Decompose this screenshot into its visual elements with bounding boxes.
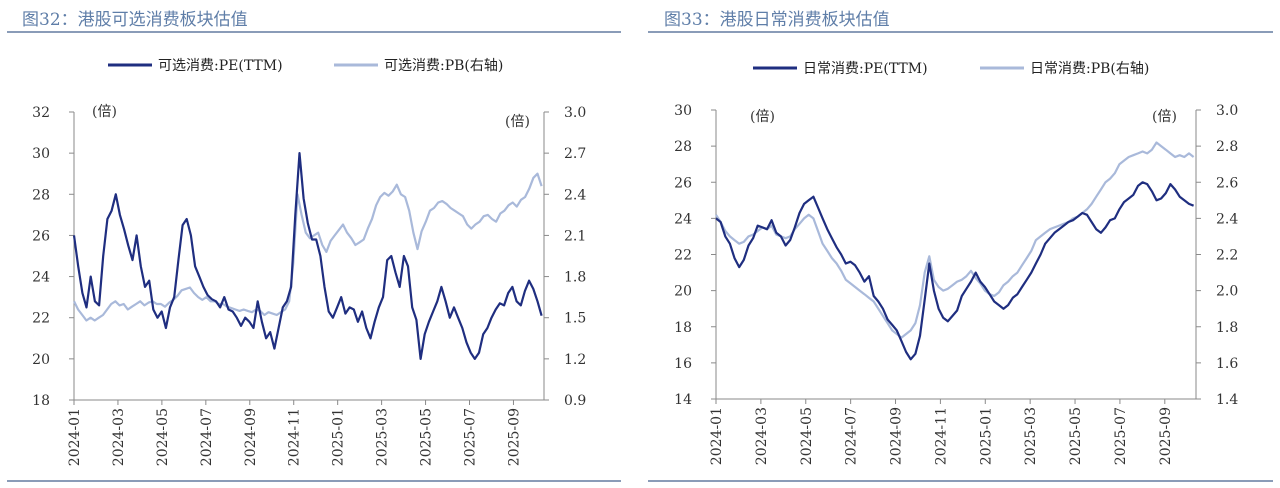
x-tick-label: 2024-07	[844, 407, 860, 465]
chart-panel-consumer-discretionary: 图32：港股可选消费板块估值 18 20 22 24 26 28 30 32 0.9 1.2 1.5…	[7, 10, 621, 482]
right-tick-label: 2.0	[1216, 284, 1238, 300]
title-rule	[7, 31, 621, 33]
left-tick-label: 28	[674, 139, 692, 155]
x-tick-label: 2024-05	[155, 408, 171, 466]
chart-title: 图33：港股日常消费板块估值	[664, 10, 890, 30]
x-tick-label: 2024-09	[889, 407, 905, 465]
x-tick-label: 2025-05	[1068, 407, 1084, 465]
right-tick-label: 1.5	[564, 311, 586, 327]
x-tick-label: 2025-01	[978, 407, 994, 465]
series-line-pe	[72, 152, 543, 360]
x-tick-label: 2024-01	[67, 408, 83, 466]
x-tick-label: 2024-11	[287, 408, 303, 466]
right-tick-label: 3.0	[564, 105, 586, 121]
legend-label-pe: 可选消费:PE(TTM)	[158, 58, 283, 74]
series-line-pb	[715, 141, 1195, 339]
right-unit-label: (倍)	[1152, 109, 1177, 125]
x-tick-label: 2025-07	[463, 408, 479, 466]
chart-consumer-staples: 14 16 18 20 22 24 26 28 30 1.4 1.6 1.8 2.0 2.2 2.4 2.6 2…	[674, 61, 1238, 465]
right-tick-label: 1.8	[1216, 320, 1238, 336]
x-tick-label: 2025-07	[1113, 407, 1129, 465]
right-tick-label: 1.4	[1216, 392, 1238, 408]
x-tick-label: 2025-05	[419, 408, 435, 466]
legend-label-pb: 可选消费:PB(右轴)	[384, 58, 503, 74]
bottom-rule	[648, 480, 1273, 482]
right-tick-label: 2.4	[564, 187, 586, 203]
right-tick-label: 2.8	[1216, 139, 1238, 155]
right-tick-label: 2.6	[1216, 175, 1238, 191]
left-tick-label: 18	[32, 393, 50, 409]
x-tick-label: 2024-03	[754, 407, 770, 465]
series-line-pe	[715, 181, 1195, 361]
x-tick-label: 2024-07	[199, 408, 215, 466]
left-tick-label: 24	[32, 270, 50, 286]
x-tick-label: 2025-03	[375, 408, 391, 466]
left-tick-label: 26	[32, 228, 50, 244]
right-tick-label: 3.0	[1216, 103, 1238, 119]
left-tick-label: 24	[674, 211, 692, 227]
right-tick-label: 2.7	[564, 146, 586, 162]
left-tick-label: 16	[674, 356, 692, 372]
title-rule	[648, 31, 1273, 33]
right-tick-label: 1.8	[564, 270, 586, 286]
x-tick-label: 2025-01	[331, 408, 347, 466]
right-tick-label: 2.2	[1216, 248, 1238, 264]
left-tick-label: 14	[674, 392, 692, 408]
left-tick-label: 20	[674, 284, 692, 300]
bottom-rule	[7, 480, 621, 482]
left-tick-label: 20	[32, 352, 50, 368]
x-tick-label: 2025-03	[1023, 407, 1039, 465]
left-unit-label: (倍)	[750, 109, 775, 125]
left-tick-label: 18	[674, 320, 692, 336]
x-tick-label: 2024-11	[933, 407, 949, 465]
x-tick-label: 2025-09	[1158, 407, 1174, 465]
left-tick-label: 28	[32, 187, 50, 203]
left-tick-label: 22	[32, 311, 50, 327]
chart-title: 图32：港股可选消费板块估值	[22, 10, 248, 30]
right-tick-label: 0.9	[564, 393, 586, 409]
chart-consumer-discretionary: 18 20 22 24 26 28 30 32 0.9 1.2 1.5 1.8 2.1 2.4 2.7 3.0…	[32, 58, 586, 466]
x-tick-label: 2024-01	[709, 407, 725, 465]
right-tick-label: 1.2	[564, 352, 586, 368]
series-line-pb	[73, 172, 543, 322]
chart-panel-consumer-staples: 图33：港股日常消费板块估值 14 16 18 20 22 24 26 28 30 1.4 1.6 1…	[640, 0, 1280, 488]
left-unit-label: (倍)	[92, 104, 117, 120]
x-tick-label: 2024-03	[111, 408, 127, 466]
right-tick-label: 1.6	[1216, 356, 1238, 372]
x-tick-label: 2024-05	[799, 407, 815, 465]
right-unit-label: (倍)	[505, 114, 530, 130]
left-tick-label: 32	[32, 105, 50, 121]
right-tick-label: 2.4	[1216, 211, 1238, 227]
right-tick-label: 2.1	[564, 228, 586, 244]
legend-label-pe: 日常消费:PE(TTM)	[803, 61, 928, 77]
x-tick-label: 2025-09	[506, 408, 522, 466]
legend-label-pb: 日常消费:PB(右轴)	[1030, 61, 1149, 77]
x-tick-label: 2024-09	[243, 408, 259, 466]
left-tick-label: 30	[674, 103, 692, 119]
left-tick-label: 30	[32, 146, 50, 162]
left-tick-label: 26	[674, 175, 692, 191]
left-tick-label: 22	[674, 248, 692, 264]
